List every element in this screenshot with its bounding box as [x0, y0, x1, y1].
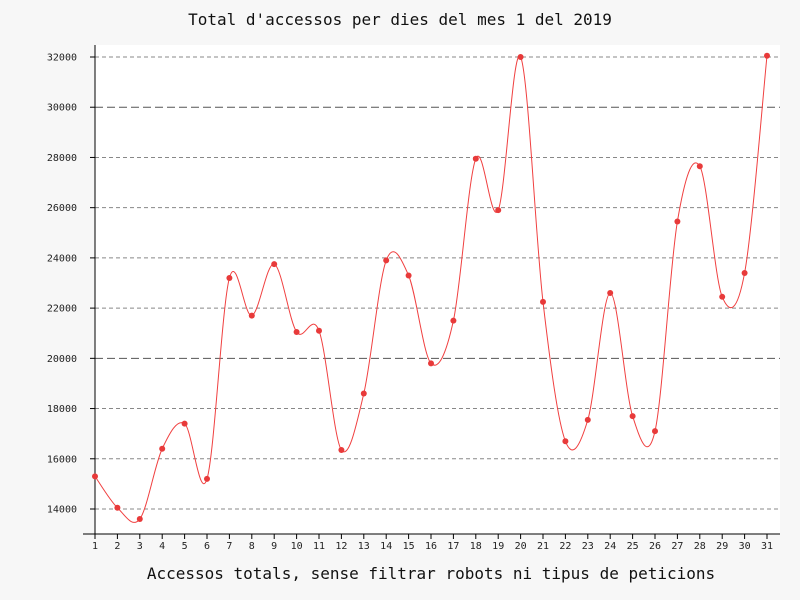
- y-tick-label: 24000: [47, 253, 77, 264]
- data-point: [495, 207, 502, 214]
- x-tick-label: 16: [425, 541, 437, 552]
- x-tick-label: 20: [515, 541, 527, 552]
- data-point: [405, 272, 412, 279]
- x-tick-label: 23: [582, 541, 594, 552]
- data-point: [674, 218, 681, 225]
- y-tick-label: 32000: [47, 53, 77, 64]
- x-tick-label: 24: [604, 541, 616, 552]
- data-point: [92, 473, 98, 480]
- data-point: [316, 327, 322, 334]
- x-tick-label: 12: [335, 541, 347, 552]
- x-tick-label: 6: [204, 541, 210, 552]
- y-tick-label: 14000: [47, 505, 77, 516]
- x-tick-label: 13: [358, 541, 370, 552]
- y-tick-label: 28000: [47, 153, 77, 164]
- x-tick-label: 10: [291, 541, 303, 552]
- data-point: [472, 155, 479, 162]
- x-tick-label: 8: [249, 541, 255, 552]
- y-tick-label: 20000: [47, 354, 77, 365]
- data-point: [540, 298, 546, 305]
- data-point: [719, 293, 726, 300]
- x-tick-label: 29: [716, 541, 728, 552]
- data-point: [428, 360, 434, 367]
- x-tick-label: 25: [627, 541, 639, 552]
- x-tick-label: 17: [447, 541, 459, 552]
- data-point: [226, 274, 233, 281]
- x-axis-title: Accessos totals, sense filtrar robots ni…: [146, 564, 716, 583]
- x-tick-label: 31: [761, 541, 773, 552]
- data-point: [607, 290, 614, 297]
- x-tick-label: 4: [159, 541, 165, 552]
- data-point: [629, 413, 636, 420]
- x-tick-label: 21: [537, 541, 549, 552]
- x-tick-label: 30: [739, 541, 751, 552]
- data-point: [652, 428, 658, 435]
- data-point: [562, 438, 569, 445]
- x-tick-label: 2: [114, 541, 120, 552]
- series-line: [94, 55, 768, 523]
- data-point: [517, 54, 524, 60]
- data-point: [584, 416, 591, 423]
- x-axis-ticks: 1 2 3 4 5 6 7 8 9 10 11 12 13 14 15 16 17 18 19 20 21 22 23 24 2…: [92, 534, 773, 552]
- data-point: [181, 420, 188, 427]
- x-tick-label: 28: [694, 541, 706, 552]
- data-point: [136, 516, 143, 523]
- data-point: [696, 163, 703, 170]
- data-points: [92, 52, 770, 523]
- data-point: [271, 261, 278, 268]
- x-tick-label: 11: [313, 541, 325, 552]
- x-tick-label: 3: [137, 541, 143, 552]
- x-tick-label: 5: [182, 541, 188, 552]
- data-point: [204, 475, 210, 482]
- data-point: [338, 446, 345, 453]
- y-tick-label: 22000: [47, 304, 77, 315]
- data-point: [383, 257, 390, 264]
- chart-title: Total d'accessos per dies del mes 1 del …: [188, 10, 612, 29]
- x-tick-label: 19: [492, 541, 504, 552]
- y-tick-label: 26000: [47, 203, 77, 214]
- x-tick-label: 15: [403, 541, 415, 552]
- data-point: [114, 504, 121, 511]
- x-tick-label: 9: [271, 541, 277, 552]
- data-point: [248, 312, 255, 319]
- data-point: [293, 328, 300, 335]
- x-tick-label: 22: [559, 541, 571, 552]
- x-tick-label: 26: [649, 541, 661, 552]
- x-tick-label: 14: [380, 541, 392, 552]
- grid-lines: [95, 56, 780, 510]
- data-point: [741, 269, 748, 276]
- plot-area: [95, 45, 780, 534]
- y-tick-label: 30000: [47, 103, 77, 114]
- y-tick-label: 18000: [47, 404, 77, 415]
- x-tick-label: 27: [671, 541, 683, 552]
- x-tick-label: 18: [470, 541, 482, 552]
- x-tick-label: 7: [226, 541, 232, 552]
- x-tick-label: 1: [92, 541, 98, 552]
- y-tick-label: 16000: [47, 454, 77, 465]
- data-point: [764, 52, 770, 59]
- data-point: [159, 445, 166, 452]
- y-axis-ticks: 14000 16000 18000 20000 22000 24000 26000 28000…: [47, 53, 95, 516]
- data-point: [360, 390, 367, 397]
- data-point: [450, 317, 457, 324]
